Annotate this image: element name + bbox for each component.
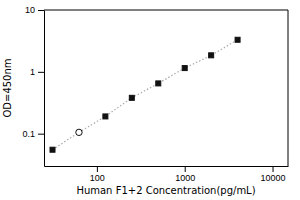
point: [235, 37, 240, 42]
x-tick-label: 10000: [261, 173, 286, 183]
point: [129, 95, 134, 100]
point: [156, 81, 161, 86]
y-tick-mark: [38, 134, 44, 135]
point: [50, 147, 55, 152]
x-tick-label: 1000: [175, 173, 195, 183]
line: [53, 40, 238, 150]
plot: 100 1000 10000 0.1 1 10: [22, 5, 288, 183]
frame-top: [44, 10, 288, 11]
marks: [50, 37, 240, 152]
point: [182, 66, 187, 71]
x-axis: 100 1000 10000: [45, 166, 289, 183]
y-tick: 10: [25, 5, 44, 15]
x-axis-title: Human F1+2 Concentration(pg/mL): [76, 185, 255, 196]
chart: 100 1000 10000 0.1 1 10 Human F1+2 Concentrati…: [0, 0, 300, 200]
x-axis-line: [45, 166, 289, 167]
y-axis: 0.1 1 10: [22, 5, 44, 166]
x-tick-mark: [97, 166, 98, 172]
y-tick: 1: [30, 67, 44, 77]
y-tick-label: 10: [25, 5, 35, 15]
y-tick-label: 1: [30, 67, 35, 77]
point: [103, 114, 108, 119]
point: [76, 129, 82, 135]
x-tick: 10000: [261, 166, 286, 183]
x-tick: 1000: [175, 166, 195, 183]
y-tick-mark: [38, 10, 44, 11]
x-tick-mark: [185, 166, 186, 172]
x-tick: 100: [90, 166, 105, 183]
y-tick: 0.1: [22, 129, 44, 139]
y-tick-mark: [38, 72, 44, 73]
y-axis-title: OD=450nm: [2, 58, 13, 117]
x-tick-label: 100: [90, 173, 105, 183]
point: [209, 53, 214, 58]
y-axis-line: [44, 11, 45, 167]
x-tick-mark: [273, 166, 274, 172]
frame-right: [288, 10, 289, 166]
y-tick-label: 0.1: [22, 129, 35, 139]
